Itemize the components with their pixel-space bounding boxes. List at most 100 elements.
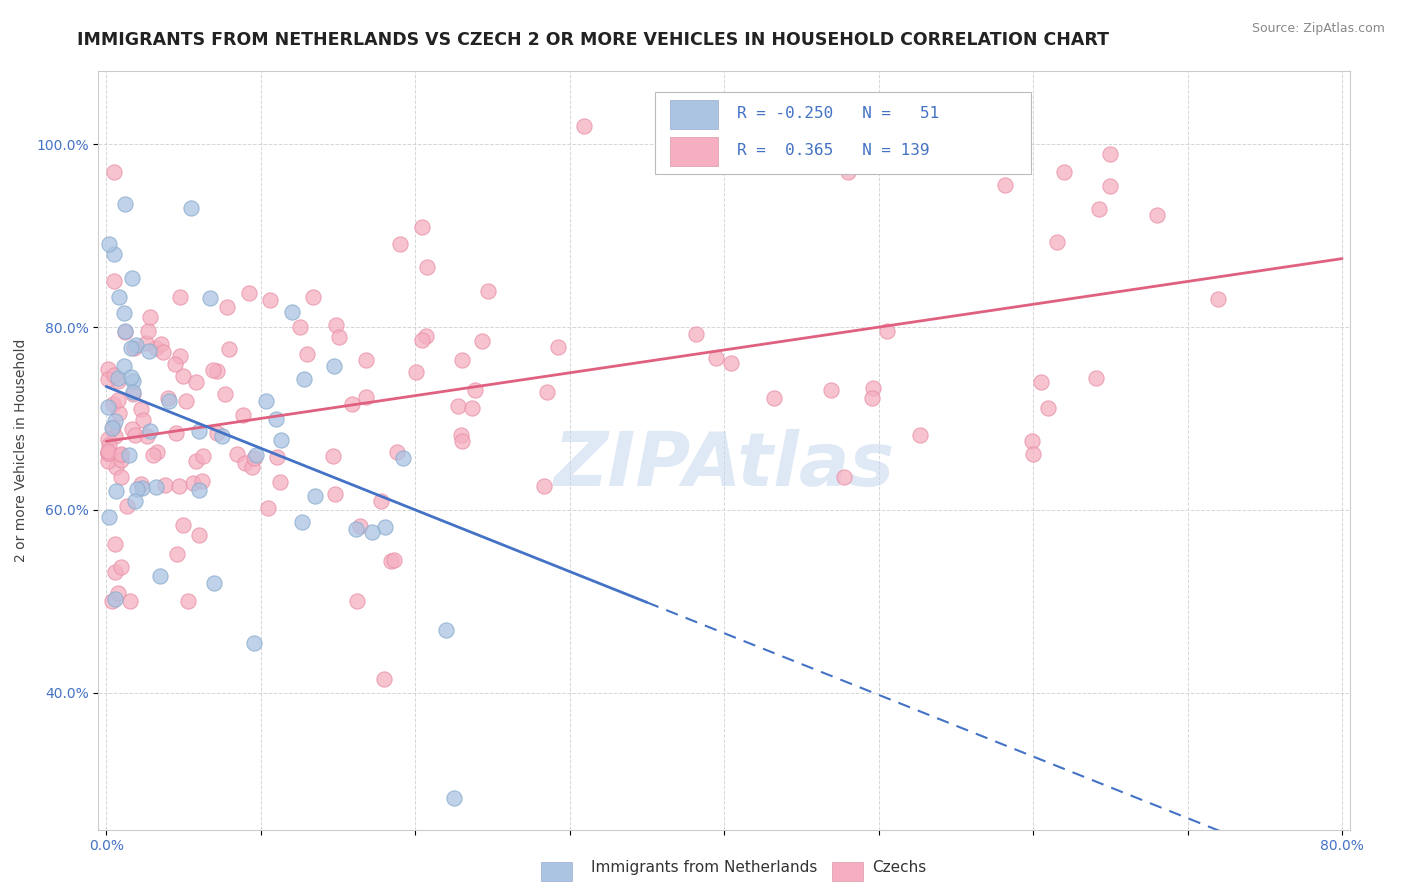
- Point: [291, 515, 314, 529]
- Point: [174, 394, 197, 409]
- Point: [547, 340, 569, 354]
- Point: [259, 293, 281, 307]
- Point: [101, 594, 124, 608]
- Point: [114, 196, 136, 211]
- Point: [104, 592, 127, 607]
- Point: [157, 391, 180, 405]
- Point: [240, 459, 263, 474]
- Point: [97, 445, 120, 459]
- Point: [169, 349, 191, 363]
- Text: ZIPAtlas: ZIPAtlas: [554, 429, 894, 502]
- Point: [533, 479, 555, 493]
- Point: [382, 553, 405, 567]
- Point: [1021, 434, 1043, 449]
- Point: [373, 672, 395, 686]
- Point: [370, 494, 392, 508]
- Text: R = -0.250   N =   51: R = -0.250 N = 51: [737, 105, 939, 120]
- Point: [136, 429, 159, 443]
- Point: [131, 481, 153, 495]
- Bar: [671, 136, 718, 166]
- Point: [98, 438, 121, 452]
- Point: [97, 446, 120, 460]
- Point: [325, 487, 347, 501]
- Point: [340, 397, 363, 411]
- Point: [129, 476, 152, 491]
- Point: [110, 448, 132, 462]
- Point: [187, 483, 209, 497]
- Point: [97, 432, 120, 446]
- Point: [464, 383, 486, 397]
- Point: [226, 447, 249, 461]
- Point: [97, 509, 120, 524]
- Point: [152, 345, 174, 359]
- Point: [122, 387, 145, 401]
- Point: [138, 310, 160, 325]
- Point: [145, 480, 167, 494]
- Point: [165, 425, 187, 440]
- Point: [450, 427, 472, 442]
- Point: [184, 376, 207, 390]
- Point: [243, 451, 266, 466]
- Point: [477, 284, 499, 298]
- Point: [211, 429, 233, 443]
- Point: [166, 547, 188, 561]
- Point: [104, 565, 127, 579]
- Point: [138, 344, 160, 359]
- Point: [301, 290, 323, 304]
- Point: [97, 362, 120, 376]
- Point: [110, 452, 132, 467]
- Point: [876, 324, 898, 338]
- Point: [322, 359, 344, 373]
- Point: [118, 448, 141, 462]
- Point: [380, 553, 402, 567]
- Point: [392, 451, 415, 466]
- Point: [188, 424, 211, 438]
- Point: [122, 374, 145, 388]
- Point: [1208, 292, 1230, 306]
- Point: [460, 401, 482, 415]
- Point: [167, 478, 190, 492]
- Point: [186, 454, 208, 468]
- Point: [121, 422, 143, 436]
- Point: [101, 420, 124, 434]
- Point: [288, 320, 311, 334]
- Point: [107, 375, 129, 389]
- Point: [685, 326, 707, 341]
- Point: [122, 341, 145, 355]
- Point: [163, 357, 186, 371]
- Point: [1146, 208, 1168, 222]
- Point: [207, 364, 229, 378]
- Point: [834, 470, 856, 484]
- Point: [1046, 235, 1069, 250]
- Point: [98, 237, 121, 252]
- Point: [172, 518, 194, 533]
- Point: [704, 351, 727, 365]
- Point: [103, 368, 125, 382]
- Point: [150, 337, 173, 351]
- Point: [191, 449, 214, 463]
- Point: [292, 372, 315, 386]
- Point: [389, 237, 412, 252]
- Text: Immigrants from Netherlands: Immigrants from Netherlands: [591, 860, 817, 874]
- Point: [235, 457, 257, 471]
- Point: [103, 165, 125, 179]
- Point: [297, 347, 319, 361]
- Point: [110, 447, 132, 461]
- Point: [177, 594, 200, 608]
- Point: [361, 525, 384, 540]
- Point: [104, 414, 127, 428]
- Point: [115, 499, 138, 513]
- Point: [346, 594, 368, 608]
- Point: [201, 363, 224, 377]
- Point: [837, 165, 859, 179]
- Point: [450, 353, 472, 368]
- Point: [349, 519, 371, 533]
- Point: [107, 392, 129, 407]
- Point: [125, 482, 148, 496]
- Point: [100, 421, 122, 435]
- Point: [153, 478, 176, 492]
- Point: [112, 305, 135, 319]
- Point: [105, 484, 128, 499]
- Point: [157, 393, 180, 408]
- Point: [281, 305, 304, 319]
